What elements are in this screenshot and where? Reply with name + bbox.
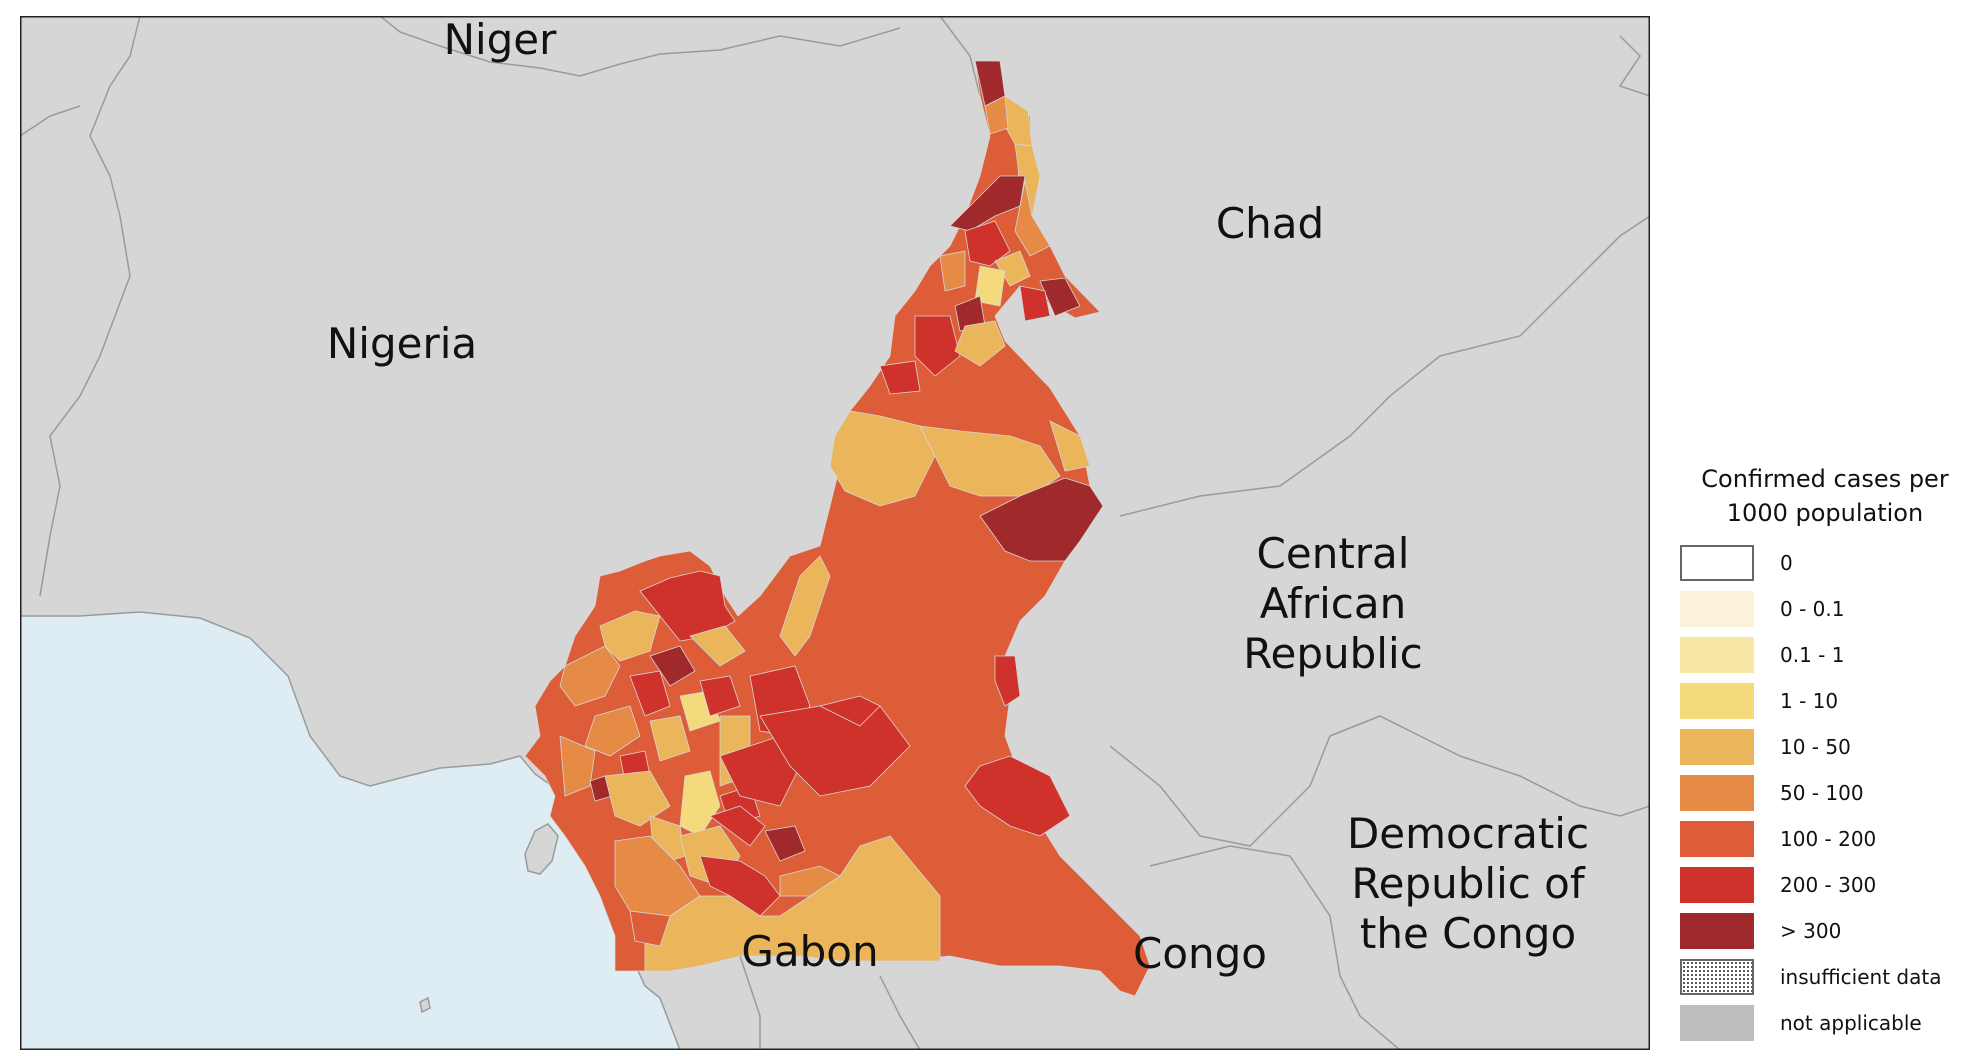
legend-swatch xyxy=(1680,959,1754,995)
legend-swatch xyxy=(1680,729,1754,765)
legend-item: 50 - 100 xyxy=(1680,770,1970,816)
region-far-north-i xyxy=(1019,285,1051,322)
region-east-200 xyxy=(964,755,1071,837)
label-niger: Niger xyxy=(444,16,558,64)
legend-item: 0 - 0.1 xyxy=(1680,586,1970,632)
region-east-gt300 xyxy=(979,477,1104,562)
label-drc-line3: the Congo xyxy=(1360,909,1576,958)
legend-title: Confirmed cases per 1000 population xyxy=(1680,462,1970,530)
region-far-north-b xyxy=(984,95,1009,135)
region-centre-g xyxy=(818,695,881,727)
region-centre-h xyxy=(779,555,831,657)
label-car-line3: Republic xyxy=(1243,629,1423,678)
legend-items: 0 0 - 0.1 0.1 - 1 1 - 10 10 - 50 50 - 100 100 … xyxy=(1680,540,1970,1046)
region-far-north-f xyxy=(964,220,1011,267)
map: Niger Chad Nigeria Central African Repub… xyxy=(20,16,1650,1050)
legend-label: 0 xyxy=(1780,551,1793,575)
legend-label: 50 - 100 xyxy=(1780,781,1864,805)
region-sw-b xyxy=(604,770,671,827)
label-congo: Congo xyxy=(1133,929,1267,978)
legend-swatch xyxy=(1680,545,1754,581)
legend-item: 100 - 200 xyxy=(1680,816,1970,862)
region-nw-a xyxy=(639,570,736,642)
legend-label: 0 - 0.1 xyxy=(1780,597,1845,621)
label-car-line1: Central xyxy=(1257,529,1410,578)
region-far-north-j xyxy=(974,265,1006,307)
legend-swatch xyxy=(1680,867,1754,903)
label-car-line2: African xyxy=(1260,579,1406,628)
region-centre-i xyxy=(699,855,781,917)
island-small xyxy=(419,996,431,1014)
legend-label: 100 - 200 xyxy=(1780,827,1877,851)
region-centre-d xyxy=(719,735,801,807)
legend-item: > 300 xyxy=(1680,908,1970,954)
region-nw-c xyxy=(559,645,621,707)
legend-title-line1: Confirmed cases per xyxy=(1701,465,1949,493)
region-sw-a xyxy=(559,735,596,797)
ocean xyxy=(20,611,681,1050)
legend-item: 0 xyxy=(1680,540,1970,586)
country-borders xyxy=(20,16,1650,1050)
region-nw-g xyxy=(699,675,741,717)
label-chad: Chad xyxy=(1216,199,1324,248)
legend-label: 0.1 - 1 xyxy=(1780,643,1845,667)
legend-swatch xyxy=(1680,913,1754,949)
region-nw-d xyxy=(649,645,696,687)
region-far-north-o xyxy=(954,320,1006,367)
legend-item: not applicable xyxy=(1680,1000,1970,1046)
legend-item: 200 - 300 xyxy=(1680,862,1970,908)
region-adamawa-east xyxy=(1049,420,1091,472)
legend-swatch xyxy=(1680,637,1754,673)
region-east-200-b xyxy=(994,655,1021,707)
region-west-d xyxy=(689,625,746,667)
label-drc-line2: Republic of xyxy=(1351,859,1586,908)
region-far-north-n xyxy=(879,360,921,395)
region-far-north-e xyxy=(1014,180,1051,257)
legend-swatch xyxy=(1680,775,1754,811)
legend-item: 1 - 10 xyxy=(1680,678,1970,724)
legend-swatch xyxy=(1680,683,1754,719)
island-bioko xyxy=(524,823,559,875)
legend-label: not applicable xyxy=(1780,1011,1922,1035)
region-far-north-g xyxy=(994,250,1031,287)
legend-swatch xyxy=(1680,821,1754,857)
label-gabon: Gabon xyxy=(741,927,878,976)
region-nw-j xyxy=(649,715,691,762)
legend-swatch xyxy=(1680,1005,1754,1041)
legend-label: 200 - 300 xyxy=(1780,873,1877,897)
legend-label: 10 - 50 xyxy=(1780,735,1851,759)
region-nw-e xyxy=(629,670,671,717)
region-south-a xyxy=(644,835,941,972)
region-west-yellow xyxy=(679,770,721,837)
legend-title-line2: 1000 population xyxy=(1726,499,1924,527)
map-frame xyxy=(20,16,1650,1050)
region-nw-h xyxy=(584,705,641,757)
legend-label: > 300 xyxy=(1780,919,1842,943)
label-nigeria: Nigeria xyxy=(327,319,477,368)
label-drc-line1: Democratic xyxy=(1347,809,1589,858)
region-far-north-l xyxy=(939,250,966,292)
region-centre-b xyxy=(709,805,766,847)
cameroon xyxy=(524,60,1151,997)
legend-label: insufficient data xyxy=(1780,965,1942,989)
legend-swatch xyxy=(1680,591,1754,627)
region-centre-c xyxy=(764,825,806,862)
legend: Confirmed cases per 1000 population 0 0 -… xyxy=(1680,462,1970,1046)
region-south-b xyxy=(629,910,671,947)
legend-item: 0.1 - 1 xyxy=(1680,632,1970,678)
region-adamawa-west xyxy=(829,410,936,507)
legend-item: 10 - 50 xyxy=(1680,724,1970,770)
region-south-c xyxy=(779,865,841,897)
legend-label: 1 - 10 xyxy=(1780,689,1839,713)
legend-item: insufficient data xyxy=(1680,954,1970,1000)
region-far-north-m xyxy=(914,315,961,377)
region-far-north-h xyxy=(1039,277,1081,317)
